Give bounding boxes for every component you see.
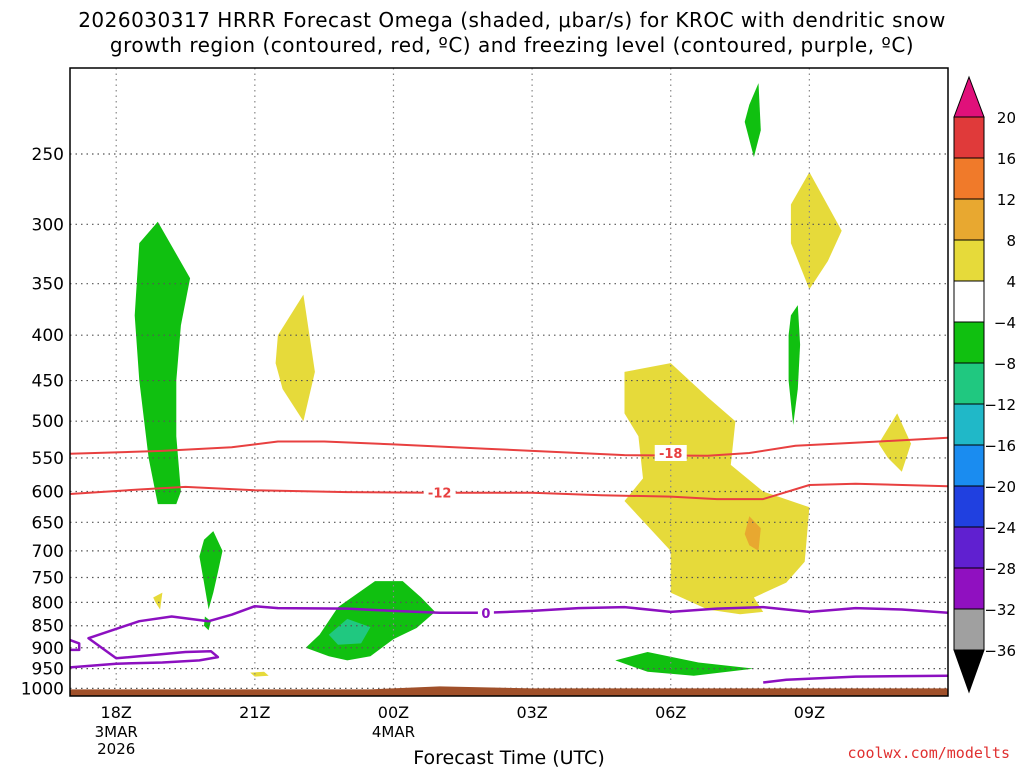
y-tick-label-15: 1000 [21, 679, 64, 699]
y-tick-label-14: 950 [32, 660, 64, 680]
y-tick-label-8: 650 [32, 513, 64, 533]
y-tick-label-12: 850 [32, 617, 64, 637]
y-tick-label-1: 300 [32, 215, 64, 235]
colorbar-bin-12 [953, 608, 985, 651]
x-axis-title: Forecast Time (UTC) [413, 747, 604, 768]
omega-region-7 [788, 305, 801, 425]
colorbar-top-arrow [953, 75, 985, 118]
plot-area: -18 -12 0 [70, 68, 948, 696]
omega-region-2 [204, 616, 211, 631]
colorbar-label-6: −8 [994, 355, 1016, 373]
colorbar-bin-3 [953, 239, 985, 282]
terrain-fill [70, 686, 948, 696]
y-tick-label-9: 700 [32, 542, 64, 562]
y-tick-label-3: 400 [32, 326, 64, 346]
colorbar-label-2: 12 [997, 191, 1016, 209]
y-tick-label-11: 800 [32, 593, 64, 613]
x-tick-label-0: 18Z [101, 703, 132, 722]
colorbar-label-11: −28 [984, 560, 1016, 578]
freezing-contour-2 [763, 674, 948, 684]
colorbar-label-10: −24 [984, 519, 1016, 537]
chart-title-line-2: growth region (contoured, red, ºC) and f… [109, 33, 915, 57]
omega-region-3 [305, 581, 436, 661]
colorbar-bin-9 [953, 485, 985, 528]
dgz-contour-label-bg-1 [423, 484, 456, 501]
omega-region-14 [250, 671, 269, 677]
colorbar-bin-8 [953, 444, 985, 487]
colorbar-bin-5 [953, 321, 985, 364]
x-tick-label-2: 00Z [378, 703, 409, 722]
colorbar-bin-6 [953, 362, 985, 405]
omega-region-1 [199, 531, 223, 610]
colorbar-label-12: −32 [984, 601, 1016, 619]
freezing-contour-0 [70, 604, 948, 669]
source-credit[interactable]: coolwx.com/modelts [847, 744, 1010, 762]
y-tick-label-7: 600 [32, 482, 64, 502]
x-tick-sublabel-2-0: 4MAR [372, 723, 415, 741]
colorbar-bin-2 [953, 198, 985, 241]
omega-region-13 [153, 592, 163, 610]
y-tick-label-4: 450 [32, 372, 64, 392]
chart-title-line-1: 2026030317 HRRR Forecast Omega (shaded, … [78, 8, 946, 32]
freezing-contour-1 [70, 638, 81, 652]
y-tick-label-10: 750 [32, 568, 64, 588]
dgz-contour-label-bg-0 [654, 444, 687, 461]
colorbar-bin-7 [953, 403, 985, 446]
x-tick-label-4: 06Z [655, 703, 686, 722]
colorbar-label-7: −12 [984, 396, 1016, 414]
x-tick-sublabel-0-0: 3MAR [95, 723, 138, 741]
colorbar-label-13: −36 [984, 642, 1016, 660]
y-tick-label-13: 900 [32, 639, 64, 659]
omega-region-4 [328, 618, 371, 645]
omega-region-0 [134, 221, 191, 505]
omega-region-10 [744, 516, 761, 551]
colorbar-label-8: −16 [984, 437, 1016, 455]
omega-region-8 [275, 294, 315, 422]
y-tick-label-2: 350 [32, 275, 64, 295]
colorbar-bin-10 [953, 526, 985, 569]
omega-region-9 [624, 363, 810, 615]
colorbar-label-1: 16 [997, 150, 1016, 168]
y-tick-label-6: 550 [32, 449, 64, 469]
y-tick-label-0: 250 [32, 145, 64, 165]
freezing-contour-label-bg-0 [477, 604, 494, 621]
x-tick-label-3: 03Z [516, 703, 547, 722]
dgz-contour-label-1: -12 [428, 487, 452, 502]
colorbar-label-0: 20 [997, 109, 1016, 127]
colorbar-label-5: −4 [994, 314, 1016, 332]
y-tick-label-5: 500 [32, 412, 64, 432]
freezing-contour-label-0: 0 [481, 607, 490, 622]
dgz-contour-1 [70, 482, 948, 501]
colorbar-label-4: 4 [1006, 273, 1016, 291]
colorbar-label-9: −20 [984, 478, 1016, 496]
colorbar-label-3: 8 [1006, 232, 1016, 250]
dgz-contour-0 [70, 436, 948, 457]
dgz-contour-label-0: -18 [659, 447, 683, 462]
x-tick-label-1: 21Z [239, 703, 270, 722]
colorbar-bin-1 [953, 157, 985, 200]
omega-region-6 [744, 83, 761, 158]
colorbar-bin-4 [953, 280, 985, 323]
omega-region-12 [878, 413, 911, 472]
omega-region-5 [615, 652, 754, 676]
colorbar-bin-11 [953, 567, 985, 610]
plot-frame [69, 67, 949, 697]
omega-region-11 [790, 172, 842, 290]
x-tick-sublabel-0-1: 2026 [97, 740, 135, 758]
colorbar-bin-0 [953, 116, 985, 159]
x-tick-label-5: 09Z [794, 703, 825, 722]
colorbar-bottom-arrow [953, 649, 985, 694]
